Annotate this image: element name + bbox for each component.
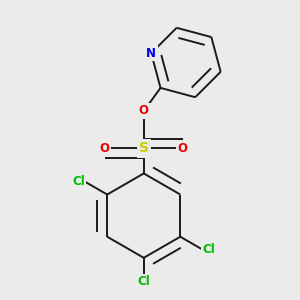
Text: Cl: Cl <box>72 175 85 188</box>
Text: O: O <box>178 142 188 155</box>
Text: Cl: Cl <box>202 243 215 256</box>
Text: S: S <box>139 141 149 155</box>
Text: Cl: Cl <box>137 275 150 288</box>
Text: O: O <box>100 142 110 155</box>
Text: N: N <box>146 47 156 60</box>
Text: O: O <box>139 104 149 117</box>
